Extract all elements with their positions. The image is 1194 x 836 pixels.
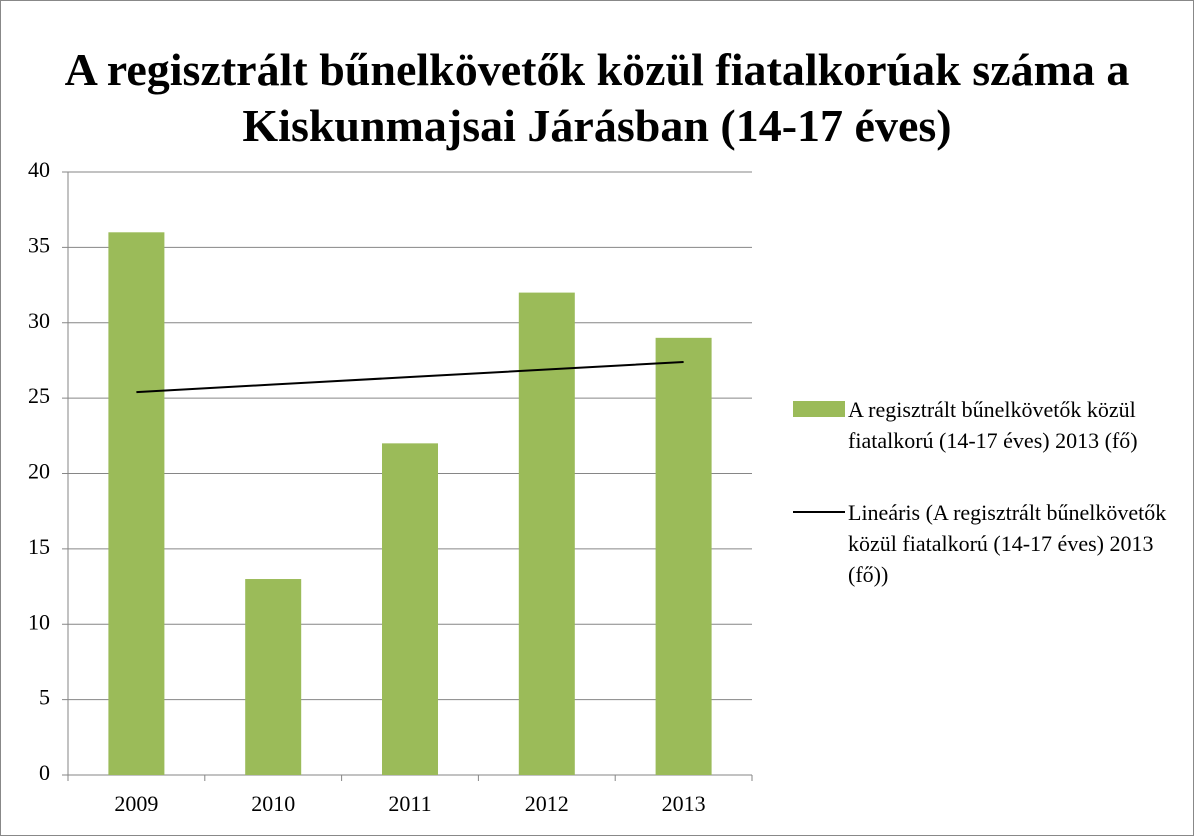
x-tick-label: 2010: [251, 791, 295, 816]
y-tick-label: 15: [28, 534, 50, 559]
x-tick-label: 2009: [114, 791, 158, 816]
y-tick-label: 20: [28, 459, 50, 484]
trend-line: [136, 360, 684, 394]
y-tick-label: 25: [28, 383, 50, 408]
x-tick-label: 2012: [525, 791, 569, 816]
bar: [245, 579, 302, 775]
x-tick-label: 2013: [662, 791, 706, 816]
y-tick-label: 5: [39, 685, 50, 710]
legend-label: A regisztrált bűnelkövetők közül fiatalk…: [848, 397, 1138, 453]
bar: [518, 292, 575, 775]
bar: [108, 232, 165, 776]
y-tick-label: 35: [28, 232, 50, 257]
y-tick-label: 0: [39, 760, 50, 785]
legend-label: Lineáris (A regisztrált bűnelkövetők köz…: [848, 500, 1167, 587]
bar: [382, 443, 438, 775]
legend-swatch: [793, 401, 845, 417]
x-tick-label: 2011: [388, 791, 431, 816]
y-tick-label: 40: [28, 157, 50, 182]
chart-title: A regisztrált bűnelkövetők közül fiatalk…: [64, 44, 1130, 151]
bar: [655, 337, 712, 775]
y-tick-label: 30: [28, 308, 50, 333]
y-tick-label: 10: [28, 609, 50, 634]
